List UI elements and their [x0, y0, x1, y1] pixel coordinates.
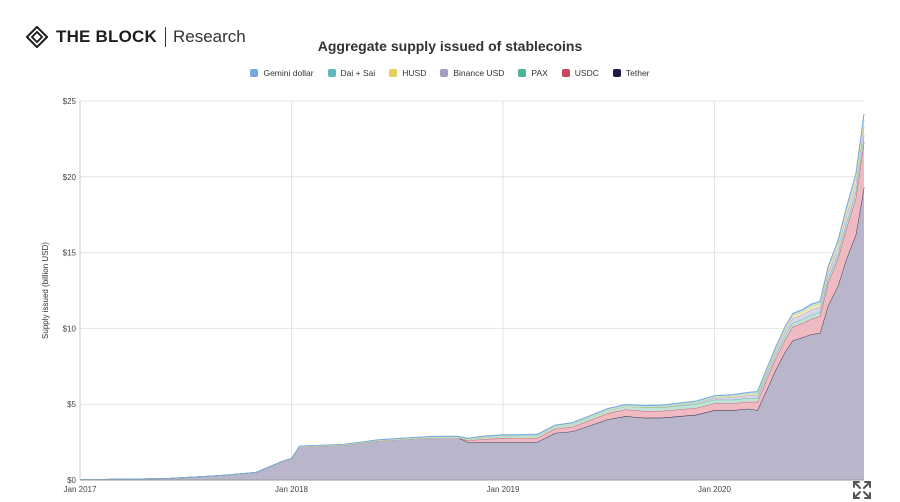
legend-item[interactable]: Dai + Sai: [327, 68, 376, 78]
legend-item[interactable]: Tether: [612, 68, 650, 78]
y-tick-label: $20: [63, 173, 77, 182]
legend-item[interactable]: USDC: [561, 68, 599, 78]
legend-swatch: [250, 69, 259, 77]
y-tick-label: $5: [67, 400, 76, 409]
x-tick-label: Jan 2017: [64, 485, 97, 494]
brand-name: THE BLOCK: [56, 27, 157, 46]
legend-swatch: [327, 69, 336, 77]
legend-item[interactable]: Gemini dollar: [250, 68, 314, 78]
brand-logo: THE BLOCK Research: [26, 24, 246, 50]
legend-item[interactable]: HUSD: [389, 68, 426, 78]
legend-swatch: [561, 69, 570, 77]
brand-divider: [164, 27, 166, 47]
legend-label: Dai + Sai: [340, 68, 376, 78]
legend-label: PAX: [531, 68, 548, 78]
y-tick-label: $0: [67, 476, 76, 485]
x-tick-label: Jan 2019: [487, 485, 520, 494]
brand-subtitle: Research: [172, 27, 246, 46]
legend-swatch: [440, 69, 449, 77]
legend-label: USDC: [574, 68, 599, 78]
y-tick-label: $15: [63, 249, 77, 258]
block-cube-icon: [26, 26, 48, 48]
legend-swatch: [389, 69, 398, 77]
fullscreen-expand-icon[interactable]: [851, 479, 873, 501]
y-tick-label: $10: [63, 324, 77, 333]
legend-swatch: [518, 69, 527, 77]
legend-swatch: [612, 69, 621, 77]
legend-item[interactable]: PAX: [518, 68, 548, 78]
area-tether: [80, 187, 864, 480]
legend-item[interactable]: Binance USD: [440, 68, 504, 78]
chart-legend: Gemini dollar Dai + Sai HUSD Binance USD PAX…: [0, 68, 900, 78]
x-tick-label: Jan 2020: [698, 485, 731, 494]
legend-label: HUSD: [402, 68, 427, 78]
legend-label: Gemini dollar: [263, 68, 314, 78]
x-tick-label: Jan 2018: [275, 485, 308, 494]
legend-label: Tether: [625, 68, 650, 78]
y-axis-label: Supply issued (billion USD): [41, 242, 50, 339]
legend-label: Binance USD: [453, 68, 505, 78]
chart-title: Aggregate supply issued of stablecoins: [317, 38, 583, 54]
y-tick-label: $25: [63, 97, 77, 106]
line-gemini-dollar: [79, 113, 865, 481]
